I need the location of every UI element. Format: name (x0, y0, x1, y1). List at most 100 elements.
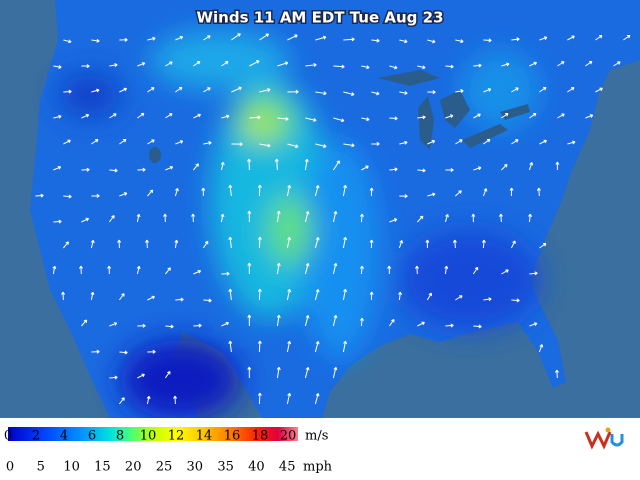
wind-arrow (119, 350, 128, 355)
wind-arrow (286, 236, 292, 249)
wind-arrow (81, 167, 90, 172)
wind-arrow (511, 37, 520, 42)
wind-arrow (109, 375, 118, 380)
wind-arrow (53, 114, 62, 119)
wind-arrow (455, 139, 463, 145)
wind-arrow (81, 217, 90, 223)
wind-arrow (455, 39, 464, 44)
wind-arrow (398, 240, 404, 249)
wind-arrow (529, 61, 537, 67)
wind-arrow (509, 187, 514, 197)
wind-arrow (228, 288, 233, 301)
mph-label: 35 (217, 460, 234, 475)
wind-arrow (247, 210, 252, 223)
wind-arrow (555, 161, 560, 171)
wind-arrow (343, 91, 355, 97)
wind-arrow (257, 236, 262, 249)
wind-arrow (528, 162, 534, 171)
wind-arrow (173, 395, 178, 405)
wind-arrow (137, 373, 145, 379)
wind-arrow (399, 194, 408, 199)
wind-arrow (249, 115, 261, 120)
wind-arrow (119, 87, 128, 93)
wind-arrow (511, 139, 519, 145)
mph-label: 10 (63, 460, 80, 475)
wind-arrow (427, 39, 436, 44)
wind-arrow (109, 322, 118, 327)
ms-label: 6 (88, 429, 96, 444)
ms-label: 14 (196, 429, 213, 444)
wind-arrow (473, 63, 482, 68)
wind-arrow (118, 397, 125, 405)
wind-arrow (445, 114, 454, 119)
wind-arrow (203, 141, 212, 145)
wind-arrow (501, 62, 510, 67)
wind-arrow (342, 184, 348, 197)
wind-arrow (359, 265, 364, 275)
wind-arrow (276, 366, 281, 379)
wind-arrow (175, 35, 184, 41)
wind-arrow (314, 341, 320, 353)
wind-arrow (482, 188, 488, 197)
wind-arrow (286, 184, 292, 197)
wind-arrow (361, 165, 369, 171)
wind-arrow (221, 271, 230, 276)
wind-arrow (536, 187, 541, 197)
wind-arrow (304, 314, 310, 327)
wind-arrow (389, 116, 398, 121)
wind-arrow (529, 322, 538, 327)
wind-arrow (79, 265, 83, 275)
wind-arrow (511, 298, 520, 303)
wind-arrow (91, 38, 100, 43)
wind-arrow (81, 113, 90, 119)
wind-arrow (473, 324, 482, 329)
wind-arrow (539, 242, 547, 249)
wind-arrow (81, 64, 90, 69)
wind-arrow (277, 61, 289, 67)
wind-arrow (389, 65, 398, 70)
wind-arrow (63, 194, 72, 199)
wind-arrow (247, 366, 252, 379)
wind-arrow (109, 168, 118, 173)
ms-label: 8 (116, 429, 124, 444)
wind-arrow (528, 213, 533, 223)
wind-arrow (332, 366, 338, 379)
wind-arrow (203, 35, 211, 41)
wind-arrow (276, 210, 281, 223)
wind-arrow (315, 143, 327, 149)
wind-arrow (557, 113, 565, 119)
ms-label: 20 (280, 429, 297, 444)
wind-arrow (231, 142, 243, 147)
wind-arrow (53, 65, 62, 69)
wind-arrow (53, 219, 62, 224)
wind-arrow (538, 344, 544, 353)
wind-arrow (63, 39, 72, 44)
wind-arrow (483, 88, 492, 93)
wind-arrow (192, 163, 199, 171)
map-area (0, 0, 640, 418)
wind-arrow (221, 61, 229, 67)
wind-arrow (63, 89, 72, 94)
wind-arrow (165, 165, 174, 171)
wind-arrow (247, 158, 252, 171)
ms-label: 16 (224, 429, 241, 444)
wind-arrow (193, 323, 202, 328)
mph-label: 40 (248, 460, 265, 475)
wind-arrow (165, 113, 173, 119)
wind-arrow (108, 215, 115, 223)
wind-arrow (147, 36, 156, 41)
wind-arrow (314, 185, 320, 197)
wind-arrow (483, 38, 492, 43)
wind-speed-shading (60, 30, 540, 418)
wind-arrow (539, 36, 548, 41)
wind-arrow (473, 113, 481, 119)
wind-arrow (417, 215, 424, 223)
wind-arrow (247, 262, 252, 275)
wind-arrow (483, 297, 492, 302)
wind-arrow (501, 269, 509, 275)
wind-arrow (119, 37, 128, 42)
wind-arrow (137, 323, 146, 328)
wind-arrow (257, 288, 262, 301)
wind-arrow (585, 60, 593, 67)
